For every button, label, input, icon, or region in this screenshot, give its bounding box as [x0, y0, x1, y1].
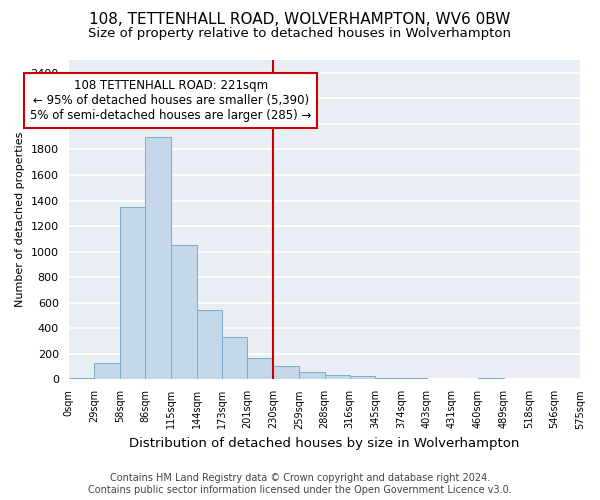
X-axis label: Distribution of detached houses by size in Wolverhampton: Distribution of detached houses by size … — [129, 437, 520, 450]
Bar — [376, 378, 401, 380]
Bar — [145, 136, 171, 380]
Bar — [478, 378, 503, 380]
Bar — [197, 310, 223, 380]
Bar — [325, 375, 350, 380]
Bar — [273, 366, 299, 380]
Y-axis label: Number of detached properties: Number of detached properties — [15, 132, 25, 308]
Text: 108 TETTENHALL ROAD: 221sqm
← 95% of detached houses are smaller (5,390)
5% of s: 108 TETTENHALL ROAD: 221sqm ← 95% of det… — [30, 79, 311, 122]
Bar — [350, 376, 376, 380]
Bar — [223, 336, 247, 380]
Bar — [529, 379, 554, 380]
Bar — [247, 358, 273, 380]
Bar — [299, 372, 325, 380]
Bar — [401, 378, 427, 380]
Bar — [120, 207, 145, 380]
Bar — [94, 363, 120, 380]
Text: 108, TETTENHALL ROAD, WOLVERHAMPTON, WV6 0BW: 108, TETTENHALL ROAD, WOLVERHAMPTON, WV6… — [89, 12, 511, 28]
Bar — [171, 246, 197, 380]
Text: Size of property relative to detached houses in Wolverhampton: Size of property relative to detached ho… — [89, 28, 511, 40]
Bar — [68, 378, 94, 380]
Bar — [452, 379, 478, 380]
Text: Contains HM Land Registry data © Crown copyright and database right 2024.
Contai: Contains HM Land Registry data © Crown c… — [88, 474, 512, 495]
Bar — [427, 379, 452, 380]
